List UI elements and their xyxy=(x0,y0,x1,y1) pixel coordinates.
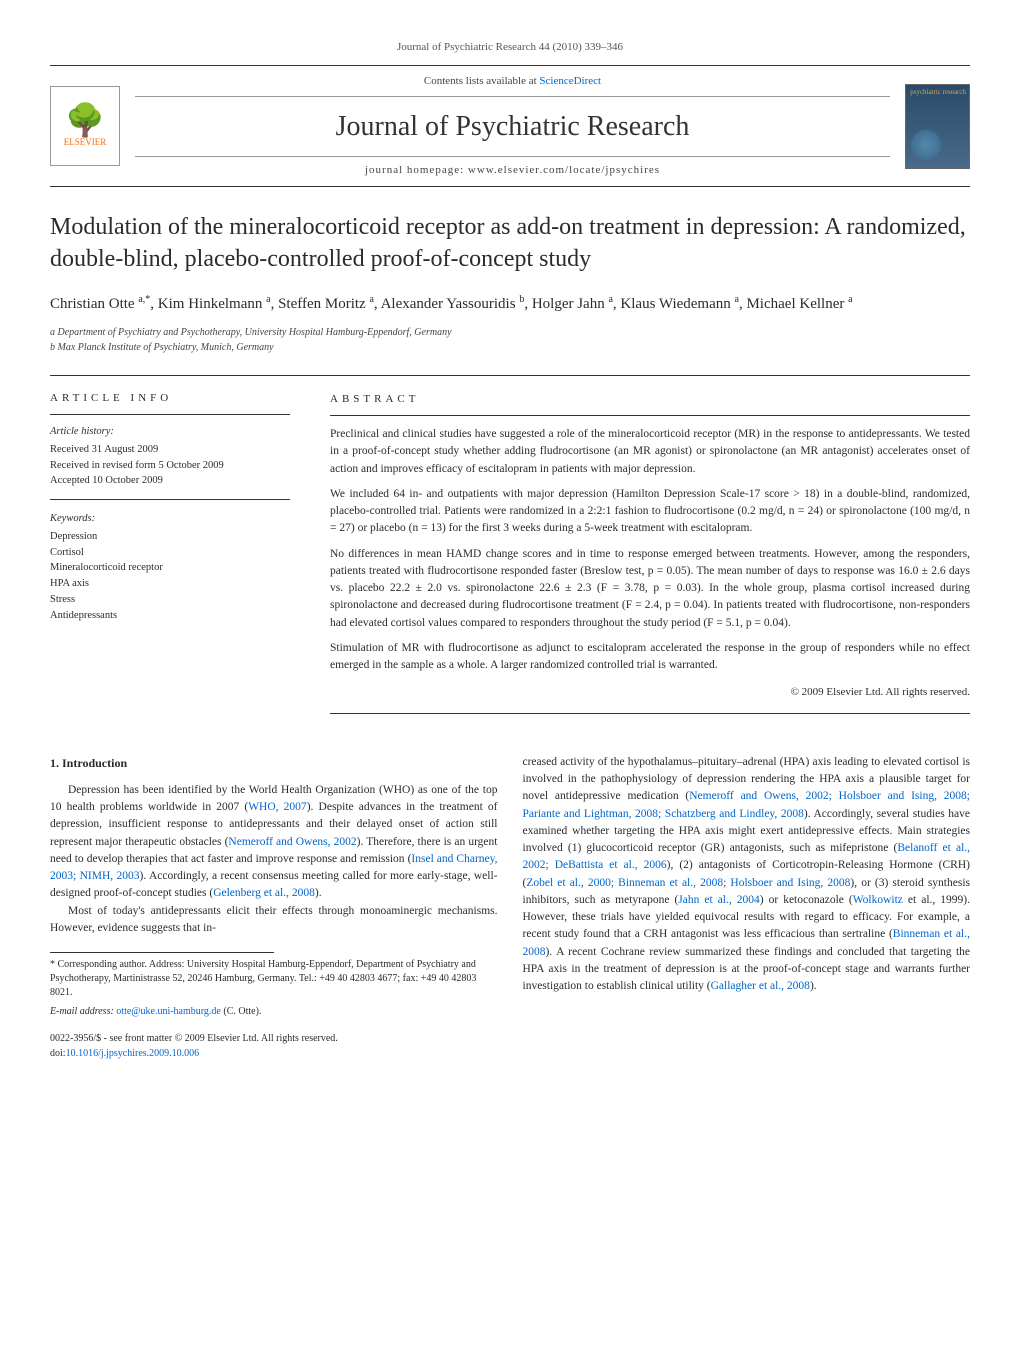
keyword-item: Stress xyxy=(50,592,290,608)
sciencedirect-link[interactable]: ScienceDirect xyxy=(539,75,601,87)
abstract-p4: Stimulation of MR with fludrocortisone a… xyxy=(330,640,970,675)
ref-link[interactable]: Wolkowitz xyxy=(853,894,903,906)
keyword-item: Mineralocorticoid receptor xyxy=(50,560,290,576)
ref-link[interactable]: Gallagher et al., 2008 xyxy=(711,980,810,992)
doi-line: doi:10.1016/j.jpsychires.2009.10.006 xyxy=(50,1046,498,1061)
history-dates: Received 31 August 2009 Received in revi… xyxy=(50,442,290,500)
journal-citation: Journal of Psychiatric Research 44 (2010… xyxy=(50,40,970,55)
sciencedirect-prefix: Contents lists available at xyxy=(424,75,539,87)
header-bar: 🌳 ELSEVIER Contents lists available at S… xyxy=(50,65,970,187)
journal-name: Journal of Psychiatric Research xyxy=(135,107,890,146)
keyword-item: Antidepressants xyxy=(50,608,290,624)
abstract-p3: No differences in mean HAMD change score… xyxy=(330,546,970,632)
info-abstract-row: ARTICLE INFO Article history: Received 3… xyxy=(50,375,970,729)
intro-p1: Depression has been identified by the Wo… xyxy=(50,782,498,903)
intro-p2: Most of today's antidepressants elicit t… xyxy=(50,903,498,938)
sciencedirect-line: Contents lists available at ScienceDirec… xyxy=(135,74,890,96)
footer-meta: 0022-3956/$ - see front matter © 2009 El… xyxy=(50,1031,498,1061)
email-label: E-mail address: xyxy=(50,1006,116,1017)
homepage-prefix: journal homepage: xyxy=(365,164,468,176)
ref-link[interactable]: Nemeroff and Owens, 2002 xyxy=(228,836,356,848)
article-title: Modulation of the mineralocorticoid rece… xyxy=(50,212,970,274)
left-column: 1. Introduction Depression has been iden… xyxy=(50,754,498,1061)
article-info-heading: ARTICLE INFO xyxy=(50,391,290,415)
accepted-date: Accepted 10 October 2009 xyxy=(50,473,290,489)
ref-link[interactable]: Zobel et al., 2000; Binneman et al., 200… xyxy=(526,877,850,889)
abstract-divider xyxy=(330,713,970,714)
doi-link[interactable]: 10.1016/j.jpsychires.2009.10.006 xyxy=(66,1048,200,1059)
journal-homepage: journal homepage: www.elsevier.com/locat… xyxy=(135,156,890,178)
intro-p1-cont: creased activity of the hypothalamus–pit… xyxy=(523,754,971,996)
keywords-label: Keywords: xyxy=(50,512,290,527)
email-link[interactable]: otte@uke.uni-hamburg.de xyxy=(116,1006,221,1017)
keyword-item: Cortisol xyxy=(50,545,290,561)
history-label: Article history: xyxy=(50,425,290,440)
cover-text: psychiatric research xyxy=(910,88,966,96)
received-date: Received 31 August 2009 xyxy=(50,442,290,458)
ref-link[interactable]: Gelenberg et al., 2008 xyxy=(213,887,315,899)
right-column: creased activity of the hypothalamus–pit… xyxy=(523,754,971,1061)
article-info: ARTICLE INFO Article history: Received 3… xyxy=(50,376,310,729)
affiliations: a Department of Psychiatry and Psychothe… xyxy=(50,325,970,355)
authors: Christian Otte a,*, Kim Hinkelmann a, St… xyxy=(50,293,970,315)
affiliation-a: a Department of Psychiatry and Psychothe… xyxy=(50,325,970,340)
journal-cover-thumbnail: psychiatric research xyxy=(905,84,970,169)
footnote-divider xyxy=(50,952,274,953)
email-footnote: E-mail address: otte@uke.uni-hamburg.de … xyxy=(50,1005,498,1019)
abstract-copyright: © 2009 Elsevier Ltd. All rights reserved… xyxy=(330,684,970,701)
corresponding-footnote: * Corresponding author. Address: Univers… xyxy=(50,958,498,1000)
header-center: Contents lists available at ScienceDirec… xyxy=(120,74,905,178)
abstract-p1: Preclinical and clinical studies have su… xyxy=(330,426,970,478)
abstract: ABSTRACT Preclinical and clinical studie… xyxy=(310,376,970,729)
ref-link[interactable]: WHO, 2007 xyxy=(248,801,306,813)
elsevier-tree-icon: 🌳 xyxy=(65,104,105,136)
abstract-p2: We included 64 in- and outpatients with … xyxy=(330,486,970,538)
keyword-item: HPA axis xyxy=(50,576,290,592)
ref-link[interactable]: Jahn et al., 2004 xyxy=(678,894,759,906)
issn-line: 0022-3956/$ - see front matter © 2009 El… xyxy=(50,1031,498,1046)
section-heading-intro: 1. Introduction xyxy=(50,754,498,772)
email-suffix: (C. Otte). xyxy=(221,1006,262,1017)
elsevier-logo: 🌳 ELSEVIER xyxy=(50,86,120,166)
keyword-item: Depression xyxy=(50,529,290,545)
homepage-url[interactable]: www.elsevier.com/locate/jpsychires xyxy=(468,164,660,176)
affiliation-b: b Max Planck Institute of Psychiatry, Mu… xyxy=(50,340,970,355)
abstract-heading: ABSTRACT xyxy=(330,391,970,417)
body-columns: 1. Introduction Depression has been iden… xyxy=(50,754,970,1061)
revised-date: Received in revised form 5 October 2009 xyxy=(50,458,290,474)
keywords-list: Depression Cortisol Mineralocorticoid re… xyxy=(50,529,290,624)
elsevier-label: ELSEVIER xyxy=(64,136,107,149)
